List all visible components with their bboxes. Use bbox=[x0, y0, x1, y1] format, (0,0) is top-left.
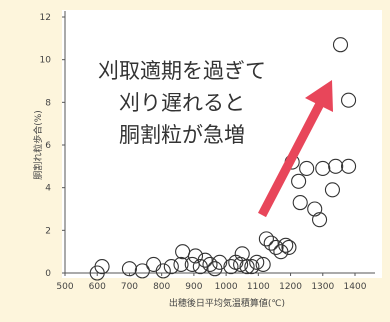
data-point bbox=[121, 261, 137, 277]
x-tick-label: 1100 bbox=[247, 282, 270, 292]
data-point bbox=[312, 212, 328, 228]
data-point bbox=[223, 259, 239, 275]
data-point bbox=[155, 263, 171, 279]
data-point bbox=[134, 263, 150, 279]
x-tick-label: 500 bbox=[56, 282, 73, 292]
data-point bbox=[263, 235, 279, 251]
data-point bbox=[173, 256, 189, 273]
x-tick-label: 600 bbox=[89, 282, 106, 292]
trend-arrow-shaft bbox=[258, 95, 327, 218]
y-tick-label: 12 bbox=[40, 13, 51, 23]
trend-arrow bbox=[258, 80, 333, 218]
y-tick-label: 8 bbox=[45, 98, 51, 108]
data-point bbox=[244, 259, 260, 275]
data-point bbox=[255, 256, 271, 273]
y-tick-label: 0 bbox=[45, 269, 51, 279]
data-point bbox=[281, 239, 297, 255]
x-tick-label: 800 bbox=[153, 282, 170, 292]
data-point bbox=[163, 259, 179, 275]
data-point bbox=[328, 158, 344, 174]
annotation-line: 刈り遅れると bbox=[119, 91, 245, 115]
x-tick-label: 1300 bbox=[311, 282, 334, 292]
data-point bbox=[94, 259, 110, 275]
annotation-line: 刈取適期を過ぎて bbox=[98, 59, 266, 83]
y-tick-label: 4 bbox=[45, 184, 51, 194]
data-point bbox=[278, 237, 294, 253]
data-point bbox=[341, 158, 357, 174]
data-point bbox=[258, 231, 274, 247]
data-point bbox=[268, 239, 284, 255]
data-point bbox=[292, 195, 308, 211]
data-point bbox=[239, 259, 255, 275]
data-point bbox=[197, 252, 213, 268]
y-tick-label: 6 bbox=[45, 141, 51, 151]
data-point bbox=[341, 92, 357, 108]
x-tick-label: 900 bbox=[185, 282, 202, 292]
y-tick-label: 10 bbox=[40, 56, 52, 66]
y-tick-label: 2 bbox=[45, 226, 51, 236]
x-tick-label: 1400 bbox=[344, 282, 367, 292]
x-axis-title: 出穂後日平均気温積算値(℃) bbox=[169, 297, 285, 309]
data-point bbox=[233, 256, 249, 273]
plot-background bbox=[62, 10, 382, 278]
y-axis-title: 胴割れ粒歩合(%) bbox=[32, 110, 44, 180]
x-tick-label: 700 bbox=[121, 282, 138, 292]
data-point bbox=[299, 160, 315, 177]
data-point bbox=[212, 254, 228, 270]
data-point bbox=[202, 256, 218, 273]
trend-arrow-head bbox=[305, 80, 333, 112]
data-point bbox=[307, 201, 323, 217]
x-tick-label: 1000 bbox=[215, 282, 238, 292]
data-point bbox=[315, 160, 331, 177]
data-point bbox=[332, 37, 349, 53]
data-point bbox=[291, 173, 307, 189]
annotation-line: 胴割粒が急増 bbox=[119, 123, 245, 147]
data-point bbox=[187, 248, 204, 264]
data-points bbox=[89, 37, 357, 281]
data-point bbox=[324, 182, 340, 198]
x-tick-label: 1200 bbox=[279, 282, 302, 292]
data-point bbox=[249, 254, 265, 270]
